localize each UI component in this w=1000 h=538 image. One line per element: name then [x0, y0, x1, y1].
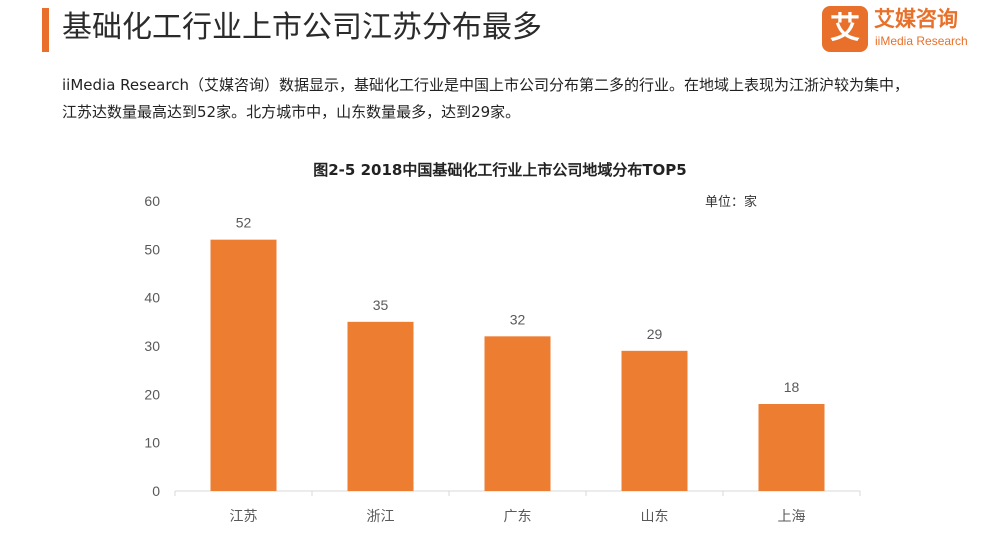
- y-tick-label: 40: [144, 290, 160, 306]
- y-tick-label: 30: [144, 338, 160, 354]
- logo-mark: 艾: [822, 6, 868, 52]
- x-tick-label: 上海: [778, 509, 806, 525]
- y-tick-label: 20: [144, 386, 160, 402]
- y-tick-label: 0: [152, 483, 160, 499]
- bar: [621, 350, 688, 491]
- bar: [210, 239, 277, 491]
- logo-name-en: iiMedia Research: [875, 34, 968, 48]
- bar: [347, 321, 414, 491]
- x-tick-label: 山东: [641, 509, 669, 525]
- data-label: 35: [373, 297, 389, 313]
- x-tick-label: 浙江: [367, 509, 395, 525]
- logo: 艾 艾媒咨询 iiMedia Research: [822, 6, 992, 52]
- data-label: 29: [647, 326, 663, 342]
- bar: [758, 404, 825, 491]
- x-tick-label: 广东: [504, 509, 532, 525]
- chart-title: 图2-5 2018中国基础化工行业上市公司地域分布TOP5: [313, 161, 687, 179]
- data-label: 18: [784, 379, 800, 395]
- data-label: 52: [236, 215, 252, 231]
- summary-text: iiMedia Research（艾媒咨询）数据显示，基础化工行业是中国上市公司…: [62, 76, 909, 121]
- logo-name-cn: 艾媒咨询: [874, 7, 958, 31]
- title-accent-bar: [42, 8, 49, 52]
- unit-label: 单位：家: [705, 195, 758, 210]
- y-tick-label: 50: [144, 241, 160, 257]
- x-tick-label: 江苏: [230, 509, 258, 525]
- data-label: 32: [510, 311, 526, 327]
- bar: [484, 336, 551, 491]
- y-tick-label: 10: [144, 435, 160, 451]
- y-tick-label: 60: [144, 193, 160, 209]
- page-title: 基础化工行业上市公司江苏分布最多: [62, 10, 542, 45]
